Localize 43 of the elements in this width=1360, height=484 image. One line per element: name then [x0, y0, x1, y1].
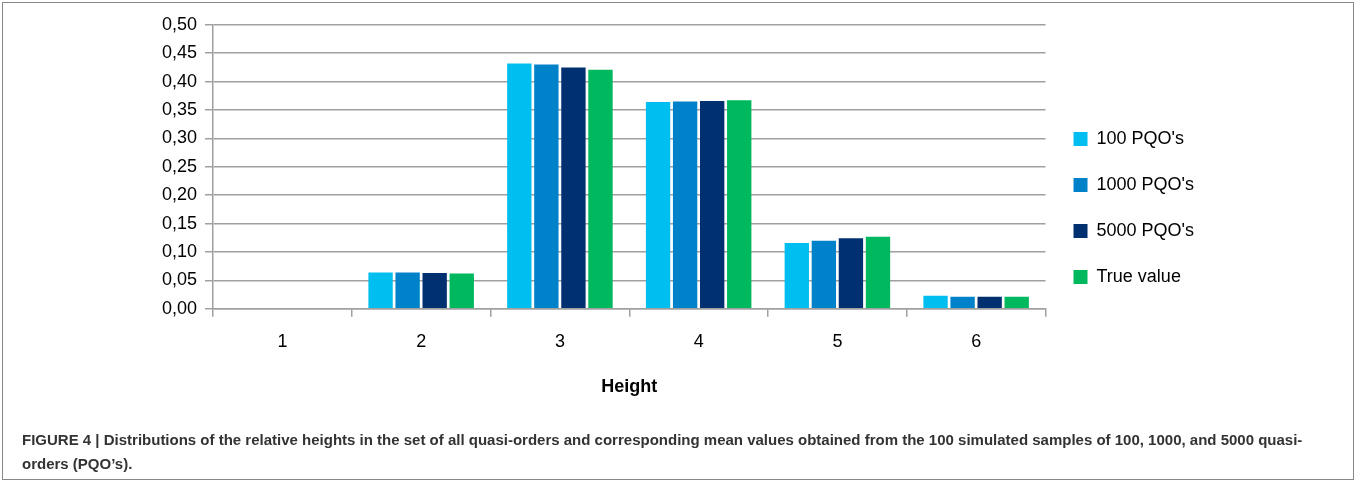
bar	[1004, 296, 1029, 309]
y-tick-label: 0,50	[161, 13, 198, 34]
x-tick-label: 5	[832, 330, 843, 351]
y-tick-label: 0,25	[161, 155, 198, 176]
bar	[395, 272, 420, 309]
bar	[784, 242, 809, 309]
legend-label: 1000 PQO's	[1096, 173, 1195, 194]
bar	[534, 64, 559, 309]
bar	[950, 296, 975, 309]
bar	[672, 101, 698, 309]
y-tick-label: 0,05	[161, 269, 198, 290]
bar	[449, 273, 474, 309]
bar	[923, 295, 948, 309]
y-tick-label: 0,30	[161, 127, 198, 148]
bar	[977, 296, 1002, 309]
y-tick-label: 0,15	[161, 212, 198, 233]
x-axis-title: Height	[601, 376, 658, 397]
caption: FIGURE 4 | Distributions of the relative heights in the set of all quasi-orders and corresponding mean values obtained from the 100 simulated samples of 100, 1000, and 5000 quasi-orders (PQO’s).	[22, 430, 1304, 474]
bar	[561, 67, 586, 309]
bar	[838, 238, 864, 309]
y-tick-label: 0,00	[161, 297, 198, 318]
bar	[368, 272, 393, 309]
bar	[865, 236, 891, 309]
y-tick-label: 0,10	[161, 240, 198, 261]
bar	[645, 102, 671, 309]
legend-label: True value	[1096, 265, 1181, 286]
x-tick-label: 1	[277, 330, 288, 351]
x-tick-label: 3	[554, 330, 565, 351]
x-tick-label: 6	[971, 330, 982, 351]
x-tick-label: 4	[693, 330, 704, 351]
legend-label: 100 PQO's	[1096, 127, 1184, 148]
y-tick-label: 0,35	[161, 98, 198, 119]
bar	[507, 63, 532, 309]
bar	[811, 240, 837, 309]
bar	[727, 100, 752, 309]
legend-label: 5000 PQO's	[1096, 219, 1195, 240]
y-tick-label: 0,45	[161, 42, 198, 63]
x-tick-label: 2	[416, 330, 427, 351]
bar	[588, 69, 613, 309]
bar	[422, 273, 447, 309]
y-tick-label: 0,40	[161, 70, 198, 91]
bar	[700, 100, 725, 309]
y-tick-label: 0,20	[161, 184, 198, 205]
